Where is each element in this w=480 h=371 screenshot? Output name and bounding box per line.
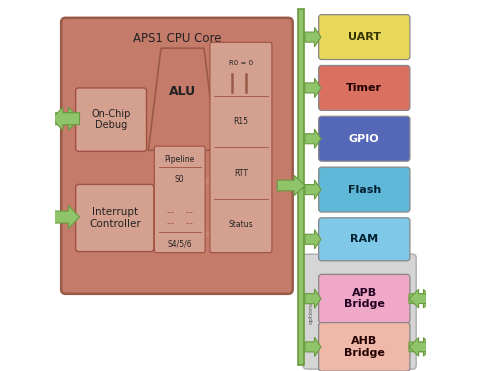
- Text: AHB
Bridge: AHB Bridge: [344, 336, 385, 358]
- Polygon shape: [409, 289, 433, 308]
- Text: APB
Bridge: APB Bridge: [344, 288, 385, 309]
- Text: C: C: [178, 175, 242, 254]
- Text: APS1 CPU Core: APS1 CPU Core: [132, 32, 221, 45]
- Text: ALU: ALU: [169, 85, 196, 98]
- FancyBboxPatch shape: [61, 18, 293, 294]
- Polygon shape: [409, 338, 433, 356]
- Text: Pipeline: Pipeline: [165, 155, 195, 164]
- FancyBboxPatch shape: [76, 184, 154, 252]
- FancyBboxPatch shape: [76, 88, 146, 151]
- Polygon shape: [305, 78, 321, 98]
- Text: R0 = 0: R0 = 0: [229, 59, 253, 66]
- Text: GPIO: GPIO: [349, 134, 380, 144]
- FancyBboxPatch shape: [319, 116, 410, 161]
- Text: Interrupt
Controller: Interrupt Controller: [89, 207, 141, 229]
- Text: optional: optional: [309, 299, 314, 325]
- Polygon shape: [52, 107, 80, 130]
- FancyBboxPatch shape: [319, 167, 410, 212]
- Text: R15: R15: [233, 117, 249, 126]
- Text: RAM: RAM: [350, 234, 378, 244]
- Polygon shape: [148, 48, 216, 150]
- Polygon shape: [52, 206, 80, 229]
- FancyBboxPatch shape: [319, 15, 410, 60]
- Text: S4/5/6: S4/5/6: [168, 240, 192, 249]
- Text: Flash: Flash: [348, 185, 381, 194]
- Text: Status: Status: [228, 220, 253, 229]
- Text: Timer: Timer: [346, 83, 382, 93]
- Polygon shape: [305, 180, 321, 199]
- Bar: [298, 9, 304, 365]
- Polygon shape: [409, 289, 433, 308]
- FancyBboxPatch shape: [210, 42, 272, 253]
- Polygon shape: [305, 337, 321, 357]
- Polygon shape: [305, 289, 321, 308]
- Polygon shape: [277, 175, 305, 196]
- Polygon shape: [305, 27, 321, 47]
- Polygon shape: [52, 107, 80, 130]
- FancyBboxPatch shape: [319, 275, 410, 323]
- FancyBboxPatch shape: [154, 146, 205, 253]
- FancyBboxPatch shape: [319, 66, 410, 111]
- FancyBboxPatch shape: [319, 218, 410, 261]
- Text: UART: UART: [348, 32, 381, 42]
- Text: On-Chip
Debug: On-Chip Debug: [91, 109, 131, 131]
- Polygon shape: [409, 338, 433, 356]
- Text: S0: S0: [175, 175, 184, 184]
- Polygon shape: [305, 230, 321, 249]
- Polygon shape: [305, 129, 321, 148]
- FancyBboxPatch shape: [303, 254, 416, 369]
- Text: RTT: RTT: [234, 169, 248, 178]
- FancyBboxPatch shape: [319, 322, 410, 371]
